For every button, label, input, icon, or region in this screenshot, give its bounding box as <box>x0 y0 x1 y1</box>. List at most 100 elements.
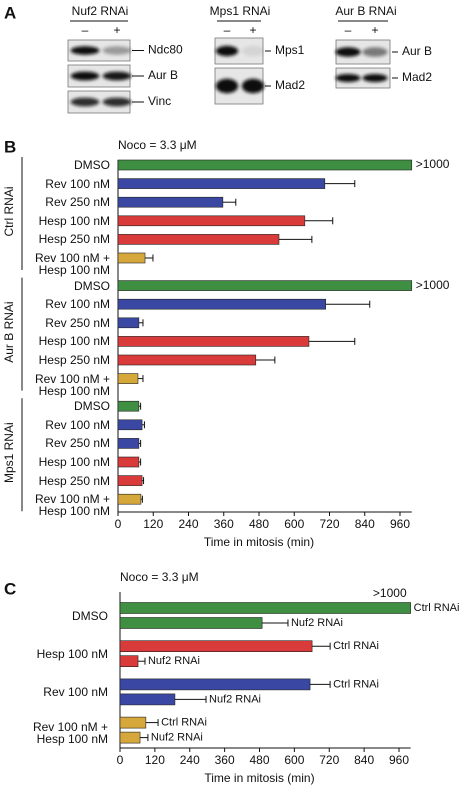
bar <box>117 493 142 505</box>
bar <box>119 731 141 744</box>
bar <box>119 640 313 653</box>
category-label: DMSO <box>74 278 110 293</box>
lane-sign: – <box>224 23 231 37</box>
category-label: Rev 100 nM + Hesp 100 nM <box>32 719 108 746</box>
lane-sign: – <box>82 23 89 37</box>
category-label: Rev 100 nM <box>45 176 110 191</box>
x-tick-label: 0 <box>117 753 124 767</box>
x-axis-label: Time in mitosis (min) <box>204 771 314 785</box>
error-bar <box>312 642 331 650</box>
lane-sign: – <box>345 23 352 37</box>
bar <box>119 602 411 614</box>
category-label: DMSO <box>74 399 110 414</box>
error-bar <box>138 319 144 327</box>
error-bar <box>304 217 334 225</box>
category-label: DMSO <box>72 609 108 623</box>
error-bar <box>324 180 356 188</box>
bar <box>117 438 140 449</box>
bar <box>117 373 139 384</box>
category-label: Hesp 100 nM <box>38 334 110 349</box>
bar-series-label: Ctrl RNAi <box>414 602 460 614</box>
bar-series-label: Nuf2 RNAi <box>209 693 261 705</box>
error-bar <box>145 254 154 262</box>
x-tick-label: 840 <box>354 753 374 767</box>
panel-label: A <box>4 3 16 22</box>
x-tick-label: 480 <box>249 753 269 767</box>
category-label: Rev 250 nM <box>45 195 110 210</box>
band-label: Mad2 <box>275 78 305 92</box>
bar <box>117 419 143 431</box>
panel-label: B <box>4 137 16 156</box>
lane-sign: + <box>249 23 256 37</box>
bar <box>119 617 263 629</box>
blot-title: Nuf2 RNAi <box>72 4 129 18</box>
x-tick-label: 480 <box>249 517 269 531</box>
x-tick-label: 240 <box>178 517 198 531</box>
bar <box>117 456 140 468</box>
group-label: Ctrl RNAi <box>2 187 16 237</box>
x-tick-label: 960 <box>389 753 409 767</box>
category-label: Rev 100 nM <box>45 417 110 432</box>
category-label: Hesp 250 nM <box>38 473 110 488</box>
bar <box>117 354 257 366</box>
lane-sign: + <box>371 23 378 37</box>
chart-title: Noco = 3.3 μM <box>120 570 199 584</box>
category-label: Hesp 100 nM <box>38 213 110 228</box>
bar <box>119 678 311 691</box>
blot-band <box>335 47 361 57</box>
error-bar <box>325 300 371 308</box>
bar <box>117 178 326 189</box>
category-label: DMSO <box>74 158 110 172</box>
blot-band <box>362 74 388 82</box>
bar <box>117 252 146 264</box>
error-bar <box>308 337 356 345</box>
error-bar <box>262 619 289 627</box>
error-bar <box>138 657 146 665</box>
category-label: Hesp 250 nM <box>38 353 110 367</box>
category-label: Rev 100 nM + Hesp 100 nM <box>34 371 110 398</box>
error-bar <box>138 402 142 410</box>
blot-band <box>215 78 239 94</box>
bar <box>117 196 224 208</box>
bar-series-label: Nuf2 RNAi <box>291 617 343 629</box>
category-label: Hesp 100 nM <box>38 455 110 469</box>
x-tick-label: 360 <box>214 517 234 531</box>
bar-series-label: Ctrl RNAi <box>161 717 207 729</box>
category-label: Rev 100 nM <box>45 297 110 312</box>
blot-band <box>70 71 100 81</box>
bar <box>117 400 140 412</box>
blot-band <box>102 97 132 107</box>
error-bar <box>222 198 237 206</box>
category-label: Rev 250 nM <box>45 315 110 330</box>
band-label: Mps1 <box>275 43 305 57</box>
category-label: Rev 100 nM + Hesp 100 nM <box>34 251 110 277</box>
bar-series-label: Ctrl RNAi <box>333 640 379 652</box>
band-label: Aur B <box>402 44 432 58</box>
error-bar <box>310 680 331 688</box>
x-tick-label: 360 <box>215 753 235 767</box>
band-label: Mad2 <box>402 70 432 84</box>
value-label: >1000 <box>416 157 450 171</box>
bar-series-label: Nuf2 RNAi <box>151 732 203 744</box>
category-label: Rev 250 nM <box>45 436 110 451</box>
x-tick-label: 120 <box>145 753 165 767</box>
bar <box>117 336 310 347</box>
x-tick-label: 720 <box>319 517 339 531</box>
category-label: Hesp 250 nM <box>38 232 110 247</box>
blot-band <box>362 47 388 57</box>
bar <box>119 716 147 729</box>
blot-band <box>70 97 100 107</box>
category-label: Rev 100 nM + Hesp 100 nM <box>34 492 110 519</box>
bar <box>117 159 413 171</box>
bar <box>117 298 326 310</box>
error-bar <box>255 356 276 364</box>
bar <box>119 655 139 668</box>
error-bar <box>145 719 159 727</box>
blot-band <box>215 45 239 57</box>
error-bar <box>140 495 143 503</box>
bar <box>117 280 413 291</box>
x-tick-label: 600 <box>284 517 304 531</box>
x-tick-label: 720 <box>319 753 339 767</box>
bar <box>117 234 280 245</box>
